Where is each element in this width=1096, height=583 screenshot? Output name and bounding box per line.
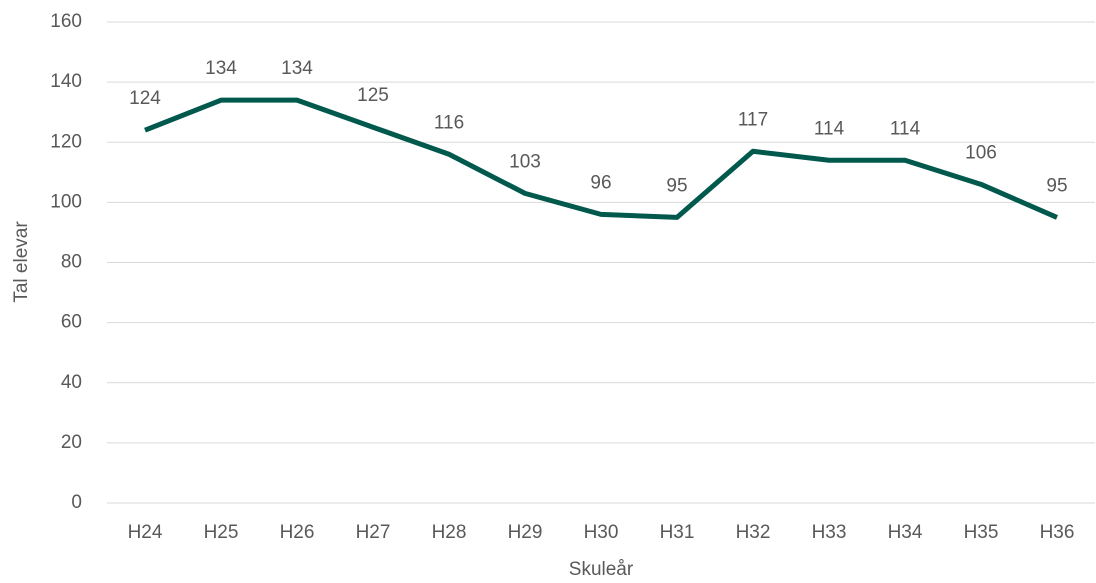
y-tick-label: 80	[61, 252, 82, 273]
data-label: 114	[890, 118, 921, 139]
x-tick-label: H26	[280, 522, 315, 543]
x-tick-label: H31	[660, 522, 695, 543]
y-axis-title: Tal elevar	[11, 221, 32, 303]
y-tick-label: 160	[50, 11, 82, 32]
y-tick-label: 140	[50, 71, 82, 92]
data-label: 134	[281, 58, 313, 79]
data-label: 114	[814, 118, 845, 139]
y-tick-label: 0	[71, 492, 82, 513]
data-label: 106	[965, 142, 997, 163]
x-tick-label: H24	[128, 522, 163, 543]
data-label: 95	[666, 175, 687, 196]
data-label: 117	[738, 109, 768, 130]
data-label: 96	[590, 172, 611, 193]
data-label: 124	[129, 88, 161, 109]
x-tick-label: H35	[964, 522, 999, 543]
y-tick-label: 120	[50, 131, 82, 152]
y-tick-label: 20	[61, 432, 82, 453]
y-tick-label: 60	[61, 312, 82, 333]
data-label: 103	[509, 151, 541, 172]
data-label: 125	[357, 85, 389, 106]
x-axis-title: Skuleår	[569, 559, 634, 580]
x-tick-label: H29	[508, 522, 543, 543]
data-label: 116	[434, 112, 464, 133]
data-label: 95	[1046, 175, 1067, 196]
x-tick-label: H27	[356, 522, 391, 543]
y-tick-label: 100	[50, 191, 82, 212]
line-series	[144, 97, 1058, 220]
x-tick-label: H32	[736, 522, 771, 543]
y-tick-label: 40	[61, 372, 82, 393]
x-tick-label: H33	[812, 522, 847, 543]
x-tick-label: H25	[204, 522, 239, 543]
x-tick-label: H36	[1040, 522, 1075, 543]
x-tick-label: H34	[888, 522, 923, 543]
x-tick-label: H30	[584, 522, 619, 543]
x-tick-label: H28	[432, 522, 467, 543]
data-label: 134	[205, 58, 237, 79]
